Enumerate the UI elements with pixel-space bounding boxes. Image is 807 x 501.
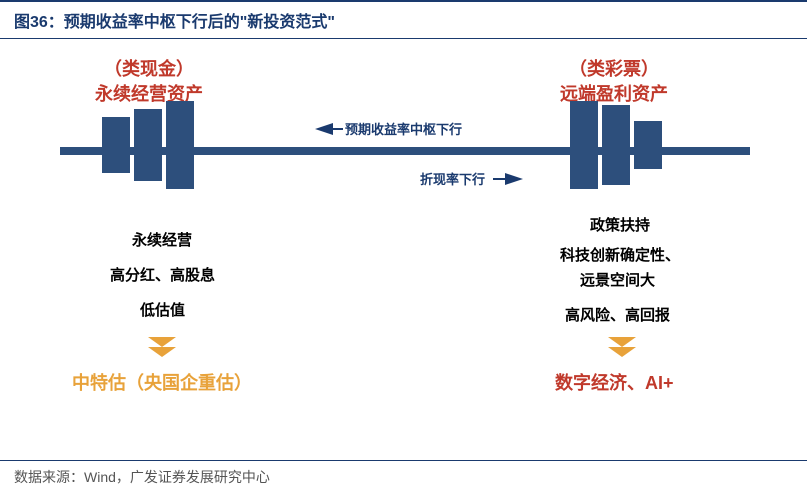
bar-4 bbox=[602, 105, 630, 185]
feature-5: 远景空间大 bbox=[580, 269, 655, 290]
annotation-arrow-1 bbox=[505, 173, 523, 185]
figure-title: 图36：预期收益率中枢下行后的"新投资范式" bbox=[0, 0, 807, 39]
chevron-0-1 bbox=[148, 347, 176, 357]
chevron-0-0 bbox=[148, 337, 176, 347]
chevron-1-0 bbox=[608, 337, 636, 347]
right-subtitle-paren: （类彩票） bbox=[560, 57, 668, 82]
left-subtitle: （类现金） 永续经营资产 bbox=[95, 57, 203, 107]
annotation-text-1: 折现率下行 bbox=[420, 169, 485, 188]
feature-0: 永续经营 bbox=[132, 229, 192, 250]
data-source: 数据来源：Wind，广发证券发展研究中心 bbox=[0, 460, 807, 493]
bar-0 bbox=[102, 117, 130, 173]
right-subtitle: （类彩票） 远端盈利资产 bbox=[560, 57, 668, 107]
right-conclusion: 数字经济、AI+ bbox=[555, 369, 674, 395]
left-subtitle-paren: （类现金） bbox=[95, 57, 203, 82]
bar-5 bbox=[634, 121, 662, 169]
annotation-text-0: 预期收益率中枢下行 bbox=[345, 119, 462, 138]
bar-3 bbox=[570, 101, 598, 189]
bar-1 bbox=[134, 109, 162, 181]
bar-2 bbox=[166, 101, 194, 189]
feature-1: 高分红、高股息 bbox=[110, 264, 215, 285]
feature-4: 科技创新确定性、 bbox=[560, 244, 680, 265]
annotation-arrow-0 bbox=[315, 123, 333, 135]
feature-2: 低估值 bbox=[140, 299, 185, 320]
feature-6: 高风险、高回报 bbox=[565, 304, 670, 325]
feature-3: 政策扶持 bbox=[590, 214, 650, 235]
barbell-diagram: （类现金） 永续经营资产 （类彩票） 远端盈利资产 预期收益率中枢下行折现率下行… bbox=[0, 39, 807, 449]
left-conclusion: 中特估（央国企重估） bbox=[72, 369, 252, 395]
chevron-1-1 bbox=[608, 347, 636, 357]
